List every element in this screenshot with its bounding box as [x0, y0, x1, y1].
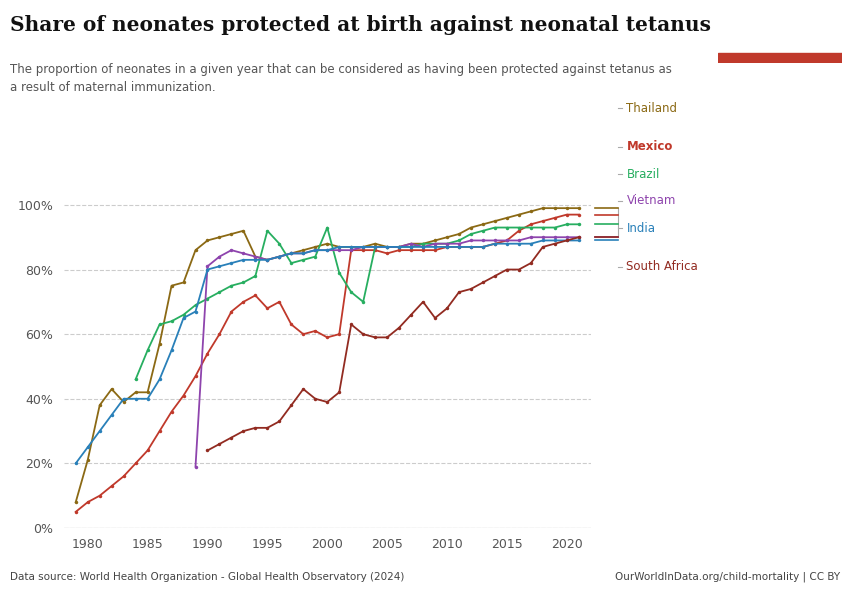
- Bar: [718, 53, 842, 63]
- Text: India: India: [626, 221, 655, 235]
- Text: Data source: World Health Organization - Global Health Observatory (2024): Data source: World Health Organization -…: [10, 572, 405, 582]
- Text: Brazil: Brazil: [626, 167, 660, 181]
- Text: Vietnam: Vietnam: [626, 194, 676, 208]
- Text: Share of neonates protected at birth against neonatal tetanus: Share of neonates protected at birth aga…: [10, 15, 711, 35]
- Text: Our World: Our World: [748, 18, 812, 28]
- Text: South Africa: South Africa: [626, 260, 698, 274]
- Text: Thailand: Thailand: [626, 101, 677, 115]
- Text: The proportion of neonates in a given year that can be considered as having been: The proportion of neonates in a given ye…: [10, 63, 672, 94]
- Text: Mexico: Mexico: [626, 140, 673, 154]
- Text: OurWorldInData.org/child-mortality | CC BY: OurWorldInData.org/child-mortality | CC …: [615, 571, 840, 582]
- Text: in Data: in Data: [757, 35, 802, 45]
